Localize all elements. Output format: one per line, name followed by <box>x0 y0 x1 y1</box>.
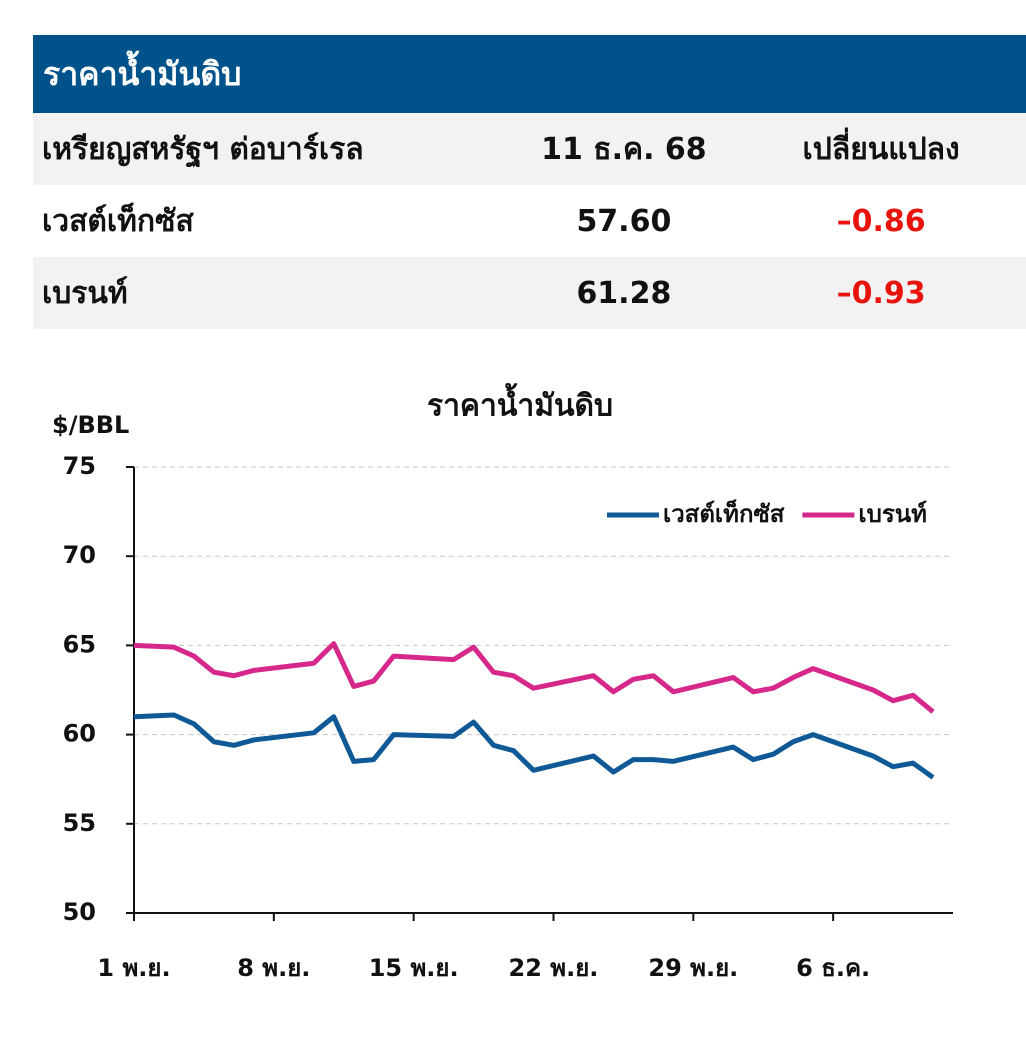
table-row: เวสต์เท็กซัส 57.60 –0.86 <box>33 185 1026 257</box>
x-tick-label: 6 ธ.ค. <box>796 954 870 982</box>
y-tick-label: 65 <box>63 630 96 658</box>
column-header: 11 ธ.ค. 68 <box>541 131 707 167</box>
column-header: เปลี่ยนแปลง <box>802 131 960 167</box>
header-row: เหรียญสหรัฐฯ ต่อบาร์เรล 11 ธ.ค. 68 เปลี่… <box>33 113 1026 185</box>
y-tick-label: 60 <box>63 720 96 748</box>
cell: เวสต์เท็กซัส <box>42 203 194 239</box>
cell: 57.60 <box>576 203 672 239</box>
series-line <box>133 712 935 780</box>
y-tick-label: 70 <box>63 541 96 569</box>
x-tick-label: 8 พ.ย. <box>237 954 310 982</box>
cell: เบรนท์ <box>42 275 128 311</box>
legend-label: เบรนท์ <box>858 500 927 528</box>
chart-title: ราคาน้ำมันดิบ <box>427 383 613 424</box>
y-tick-label: 50 <box>63 898 96 926</box>
x-tick-label: 22 พ.ย. <box>509 954 599 982</box>
legend-label: เวสต์เท็กซัส <box>663 499 785 528</box>
x-tick-label: 1 พ.ย. <box>97 954 170 982</box>
table-title: ราคาน้ำมันดิบ <box>33 35 1026 113</box>
cell: –0.86 <box>836 203 926 239</box>
series-line <box>133 641 935 714</box>
table-row: เบรนท์ 61.28 –0.93 <box>33 257 1026 329</box>
y-tick-label: 55 <box>63 809 96 837</box>
y-tick-label: 75 <box>63 452 96 480</box>
price-table: ราคาน้ำมันดิบ เหรียญสหรัฐฯ ต่อบาร์เรล 11… <box>33 35 1026 329</box>
x-tick-label: 29 พ.ย. <box>648 954 738 982</box>
cell: 61.28 <box>576 275 672 311</box>
x-tick-label: 15 พ.ย. <box>369 954 459 982</box>
column-header: เหรียญสหรัฐฯ ต่อบาร์เรล <box>42 131 364 167</box>
y-axis-label: $/BBL <box>52 411 129 439</box>
cell: –0.93 <box>836 275 926 311</box>
